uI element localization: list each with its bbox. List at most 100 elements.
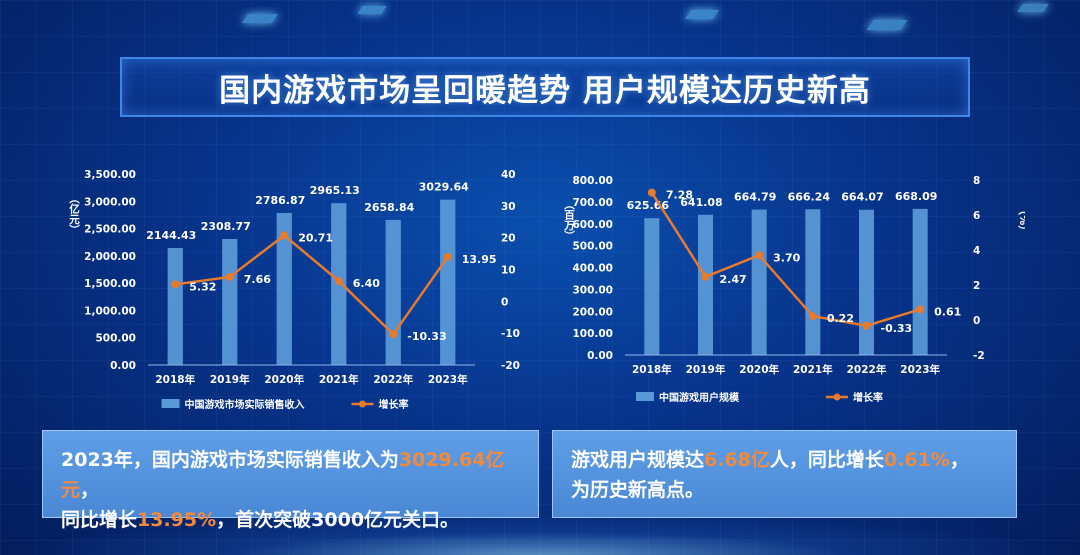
x-tick-label: 2020年 — [264, 373, 304, 386]
growth-rate-point — [755, 251, 764, 260]
y-tick-label: 3,000.00 — [84, 196, 136, 208]
growth-rate-label: 5.32 — [189, 280, 216, 293]
y-tick-label: 1,000.00 — [84, 305, 136, 317]
title-banner: 国内游戏市场呈回暖趋势 用户规模达历史新高 — [120, 57, 970, 117]
x-tick-label: 2021年 — [319, 373, 359, 386]
growth-rate-point — [916, 305, 925, 314]
decor-tile — [357, 6, 387, 14]
growth-rate-label: -0.33 — [881, 322, 913, 335]
x-tick-label: 2023年 — [428, 373, 468, 386]
y-tick-label: 2,000.00 — [84, 251, 136, 263]
users-value-highlight: 6.68亿 — [704, 449, 770, 471]
decor-tile — [1017, 4, 1049, 12]
bar-value-label: 2144.43 — [146, 229, 196, 242]
growth-rate-label: 7.66 — [244, 273, 271, 286]
growth-rate-label: 0.22 — [827, 312, 854, 325]
legend-line-label: 增长率 — [379, 398, 409, 411]
growth-rate-label: 2.47 — [720, 273, 747, 286]
revenue-chart-container: 0.00 500.00 1,000.00 1,500.00 2,000.00 2,500.… — [60, 160, 557, 420]
y2-tick-label: 6 — [973, 210, 980, 222]
legend-bar-swatch — [636, 392, 654, 401]
y2-tick-label: 40 — [501, 169, 516, 181]
y-tick-label: 500.00 — [572, 241, 613, 253]
bar — [912, 208, 928, 355]
bar — [858, 209, 875, 355]
users-summary-text: 人，同比增长 — [769, 449, 884, 471]
users-summary-text: ， — [949, 449, 969, 471]
y-axis-label: （亿元） — [68, 193, 80, 235]
bar-value-label: 668.09 — [895, 190, 937, 203]
y-tick-label: 300.00 — [572, 284, 613, 296]
y-axis-label: （百万） — [563, 199, 575, 241]
bar — [385, 219, 401, 365]
growth-rate-point — [647, 188, 656, 197]
decor-tile — [241, 14, 279, 23]
growth-rate-label: 6.40 — [353, 277, 380, 290]
legend-line-label: 增长率 — [853, 391, 883, 404]
growth-rate-line — [650, 191, 921, 328]
users-chart: 0.00 100.00 200.00 300.00 400.00 500.00 600.00… — [563, 175, 1029, 404]
bar — [222, 239, 238, 365]
bottom-glow — [0, 515, 1080, 555]
legend-bar-label: 中国游戏用户规模 — [659, 391, 740, 404]
bar-value-label: 2965.13 — [310, 184, 360, 197]
bar — [697, 214, 714, 355]
revenue-summary-text: ， — [80, 479, 100, 501]
growth-rate-point — [280, 231, 289, 240]
bar-value-label: 641.08 — [680, 196, 722, 209]
x-tick-label: 2019年 — [686, 363, 726, 376]
users-summary-text: 游戏用户规模达 — [571, 449, 705, 471]
x-tick-label: 2020年 — [739, 363, 779, 376]
x-tick-label: 2019年 — [210, 373, 250, 386]
growth-rate-point — [443, 252, 452, 261]
growth-rate-point — [389, 330, 398, 339]
bar — [167, 247, 183, 365]
y-tick-label: 2,500.00 — [84, 224, 136, 236]
revenue-chart: 0.00 500.00 1,000.00 1,500.00 2,000.00 2,500.… — [68, 169, 557, 411]
growth-rate-point — [171, 280, 180, 289]
y2-tick-label: 4 — [973, 245, 980, 257]
y-tick-label: 500.00 — [95, 333, 136, 345]
x-tick-label: 2022年 — [373, 373, 413, 386]
legend-line-marker — [833, 393, 841, 401]
y-tick-label: 0.00 — [587, 350, 613, 362]
bar — [805, 209, 821, 355]
page-title: 国内游戏市场呈回暖趋势 用户规模达历史新高 — [219, 72, 871, 109]
bar-value-label: 2658.84 — [364, 201, 414, 214]
users-growth-highlight: 0.61% — [883, 449, 950, 471]
legend-bar-label: 中国游戏市场实际销售收入 — [185, 398, 305, 411]
x-tick-label: 2018年 — [155, 373, 195, 386]
y2-tick-label: 2 — [973, 280, 980, 292]
y2-tick-label: 8 — [973, 175, 980, 187]
bar-value-label: 664.07 — [841, 191, 883, 204]
x-tick-label: 2021年 — [793, 363, 833, 376]
y2-tick-label: 10 — [501, 265, 516, 277]
revenue-summary-text: 2023年，国内游戏市场实际销售收入为 — [61, 449, 399, 471]
y-tick-label: 600.00 — [572, 219, 613, 231]
growth-rate-point — [862, 321, 871, 330]
users-chart-container: 0.00 100.00 200.00 300.00 400.00 500.00 600.00… — [555, 160, 1029, 420]
y2-tick-label: 30 — [501, 201, 516, 213]
growth-rate-point — [808, 312, 817, 321]
y-tick-label: 1,500.00 — [84, 278, 136, 290]
growth-rate-point — [701, 272, 710, 281]
growth-rate-label: 7.28 — [666, 189, 693, 202]
y-tick-label: 3,500.00 — [84, 169, 136, 181]
growth-rate-label: -10.33 — [407, 330, 446, 343]
y2-tick-label: -2 — [973, 350, 985, 362]
y2-tick-label: 0 — [501, 296, 508, 308]
growth-rate-label: 20.71 — [298, 231, 333, 244]
bar — [644, 218, 660, 355]
y-tick-label: 400.00 — [572, 263, 613, 275]
bar — [751, 209, 767, 355]
y-tick-label: 0.00 — [110, 360, 136, 372]
bar-value-label: 666.24 — [788, 190, 831, 203]
y2-tick-label: 0 — [973, 315, 980, 327]
growth-rate-point — [225, 272, 234, 281]
x-tick-label: 2018年 — [632, 363, 672, 376]
users-summary-box: 游戏用户规模达6.68亿人，同比增长0.61%， 为历史新高点。 — [552, 430, 1017, 518]
x-tick-label: 2023年 — [900, 363, 940, 376]
bar — [276, 212, 292, 365]
y2-tick-label: -10 — [501, 328, 520, 340]
y2-axis-label: （%） — [1017, 204, 1025, 236]
